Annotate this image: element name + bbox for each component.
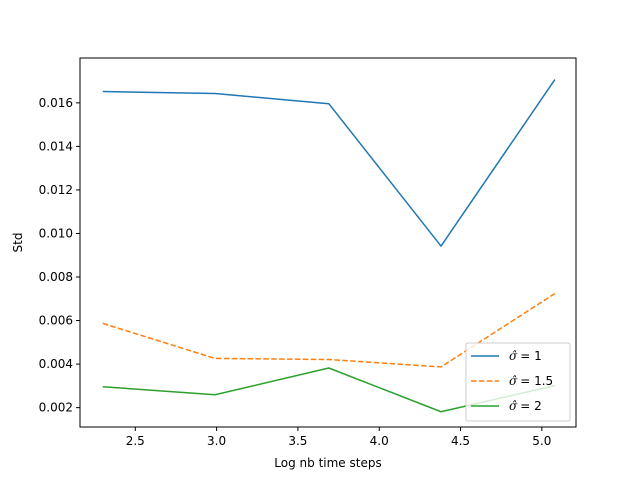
y-axis-label: Std xyxy=(11,233,25,253)
legend-entry: σ̂ = 2 xyxy=(509,399,542,413)
plot-frame xyxy=(79,57,577,428)
x-tick-label: 4.5 xyxy=(451,434,470,448)
y-tick-label: 0.008 xyxy=(39,270,73,284)
x-tick-label: 2.5 xyxy=(126,434,145,448)
y-tick-label: 0.010 xyxy=(39,226,73,240)
x-tick-label: 3.0 xyxy=(207,434,226,448)
y-tick-label: 0.012 xyxy=(39,183,73,197)
x-axis-label: Log nb time steps xyxy=(274,456,381,470)
legend-entry: σ̂ = 1 xyxy=(509,349,542,363)
y-tick-label: 0.002 xyxy=(39,401,73,415)
y-tick-label: 0.006 xyxy=(39,314,73,328)
legend-entry: σ̂ = 1.5 xyxy=(509,374,553,388)
legend: σ̂ = 1 σ̂ = 1.5 σ̂ = 2 xyxy=(465,342,571,422)
y-axis: 0.002 0.004 0.006 0.008 0.010 0.012 0.014 0.016 xyxy=(39,96,80,415)
series-line-2 xyxy=(102,292,556,368)
series-line-1 xyxy=(102,79,556,247)
x-tick-label: 4.0 xyxy=(370,434,389,448)
x-axis: 2.5 3.0 3.5 4.0 4.5 5.0 xyxy=(126,427,551,448)
legend-box xyxy=(465,342,571,422)
x-tick-label: 5.0 xyxy=(532,434,551,448)
y-tick-label: 0.016 xyxy=(39,96,73,110)
x-tick-label: 3.5 xyxy=(288,434,307,448)
y-tick-label: 0.014 xyxy=(39,139,73,153)
y-tick-label: 0.004 xyxy=(39,357,73,371)
